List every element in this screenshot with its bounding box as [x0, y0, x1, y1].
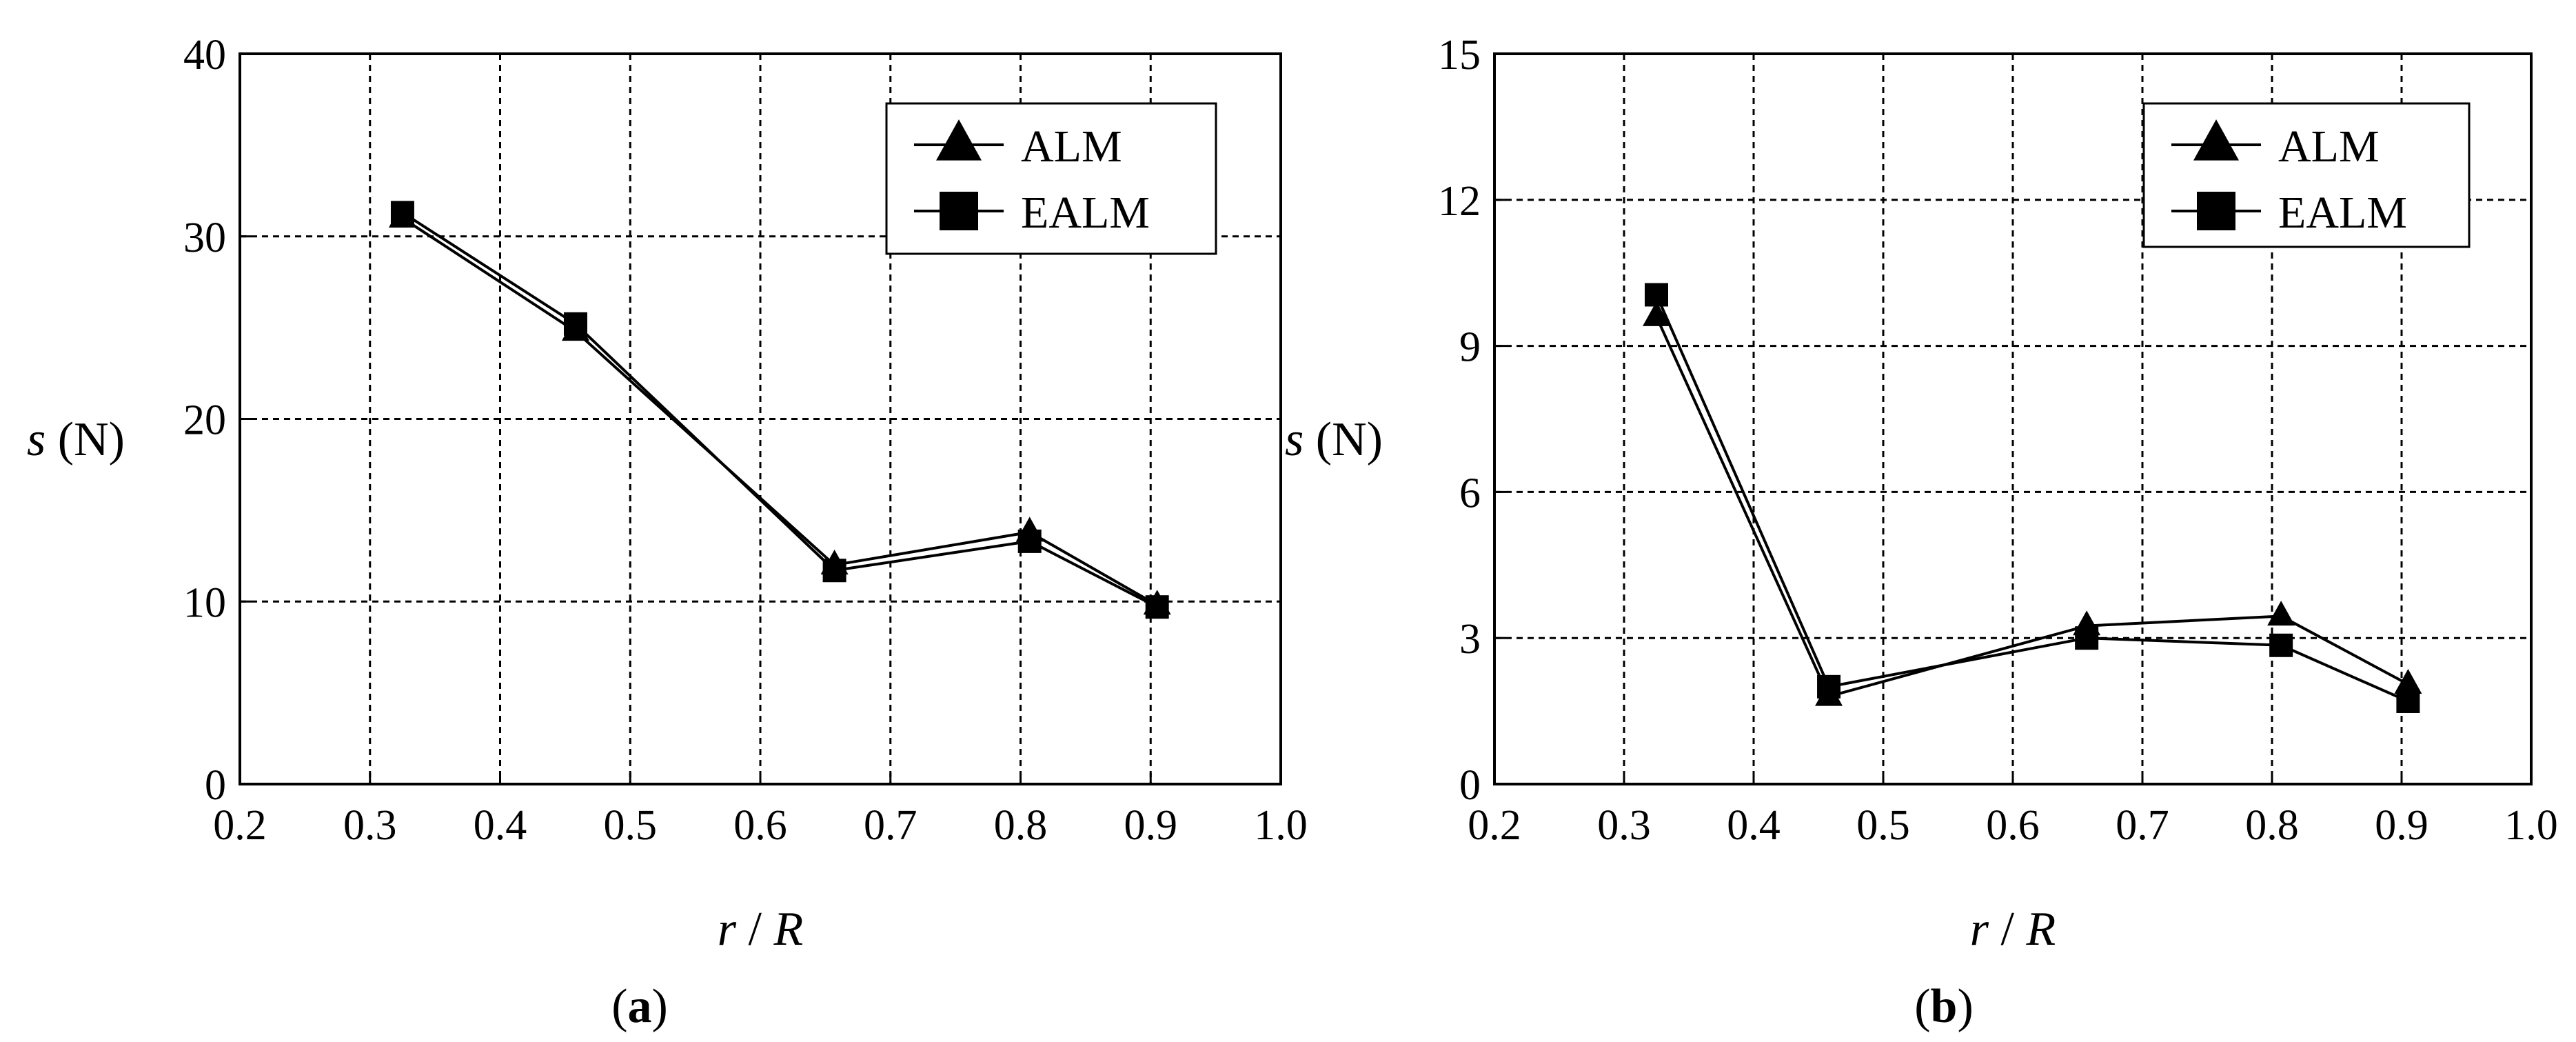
- legend-label-ealm: EALM: [1021, 188, 1150, 238]
- legend: ALM EALM: [885, 102, 1217, 255]
- legend-label-alm: ALM: [1021, 121, 1122, 172]
- x-axis-label: r / R: [718, 903, 803, 956]
- x-tick-label: 0.8: [994, 802, 1048, 849]
- legend-label-ealm: EALM: [2278, 188, 2407, 238]
- y-tick-label: 3: [1459, 616, 1481, 663]
- marker-ealm: [563, 312, 587, 336]
- marker-alm: [2267, 601, 2295, 626]
- marker-ealm: [1145, 595, 1169, 619]
- y-tick-label: 40: [183, 32, 226, 79]
- x-tick-label: 0.2: [1468, 802, 1521, 849]
- marker-alm: [1643, 301, 1670, 326]
- y-tick-label: 20: [183, 397, 226, 444]
- marker-ealm: [1017, 529, 1042, 553]
- legend: ALM EALM: [2142, 102, 2471, 248]
- marker-ealm: [2396, 689, 2420, 713]
- y-tick-label: 10: [183, 579, 226, 626]
- legend-label-alm: ALM: [2278, 121, 2380, 172]
- plot-frame: [239, 52, 1282, 785]
- x-tick-label: 1.0: [2504, 802, 2558, 849]
- x-tick-label: 0.3: [1597, 802, 1651, 849]
- legend-marker-triangle: [936, 119, 982, 161]
- y-tick-label: 15: [1438, 32, 1481, 79]
- y-axis-label: s (N): [27, 413, 125, 466]
- marker-alm: [2394, 668, 2422, 694]
- x-tick-label: 0.6: [1986, 802, 2040, 849]
- x-tick-label: 0.5: [604, 802, 658, 849]
- y-tick-label: 6: [1459, 470, 1481, 517]
- x-tick-label: 0.5: [1856, 802, 1910, 849]
- panel-label: (b): [1914, 980, 1974, 1033]
- plot-frame: [1493, 52, 2533, 785]
- x-tick-label: 0.4: [474, 802, 527, 849]
- y-axis-label: s (N): [1285, 413, 1383, 466]
- y-tick-label: 9: [1459, 324, 1481, 371]
- x-tick-label: 0.7: [864, 802, 917, 849]
- marker-ealm: [390, 201, 414, 225]
- marker-ealm: [1817, 674, 1841, 699]
- x-tick-label: 0.6: [733, 802, 787, 849]
- x-tick-label: 0.8: [2245, 802, 2299, 849]
- legend-marker-triangle: [2193, 119, 2239, 161]
- marker-ealm: [2075, 626, 2099, 650]
- x-tick-label: 0.9: [1124, 802, 1178, 849]
- legend-marker-square: [2197, 192, 2235, 230]
- x-tick-label: 0.7: [2116, 802, 2169, 849]
- chart-panel-a: 0.2 0.3 0.4 0.5 0.6 0.7 0.8 0.9 1.0 0 10 20 30 40 ALM E…: [27, 32, 1308, 1033]
- y-tick-label: 0: [1459, 762, 1481, 809]
- series-line-alm: [1655, 316, 2409, 699]
- y-tick-label: 0: [205, 762, 226, 809]
- panel-label: (a): [611, 980, 668, 1033]
- series-line-ealm: [401, 211, 1158, 608]
- marker-ealm: [1645, 283, 1668, 307]
- marker-ealm: [822, 559, 846, 583]
- x-tick-label: 0.9: [2375, 802, 2428, 849]
- x-tick-label: 0.3: [343, 802, 397, 849]
- marker-ealm: [2269, 633, 2293, 657]
- x-axis-label: r / R: [1970, 903, 2056, 956]
- y-tick-label: 12: [1438, 178, 1481, 225]
- y-tick-label: 30: [183, 214, 226, 261]
- chart-panel-b: 0.2 0.3 0.4 0.5 0.6 0.7 0.8 0.9 1.0 0 3 6 9 12 15 ALM EA…: [1285, 32, 2558, 1033]
- x-tick-label: 0.2: [213, 802, 267, 849]
- x-tick-label: 0.4: [1727, 802, 1781, 849]
- x-tick-label: 1.0: [1254, 802, 1308, 849]
- legend-marker-square: [940, 192, 978, 230]
